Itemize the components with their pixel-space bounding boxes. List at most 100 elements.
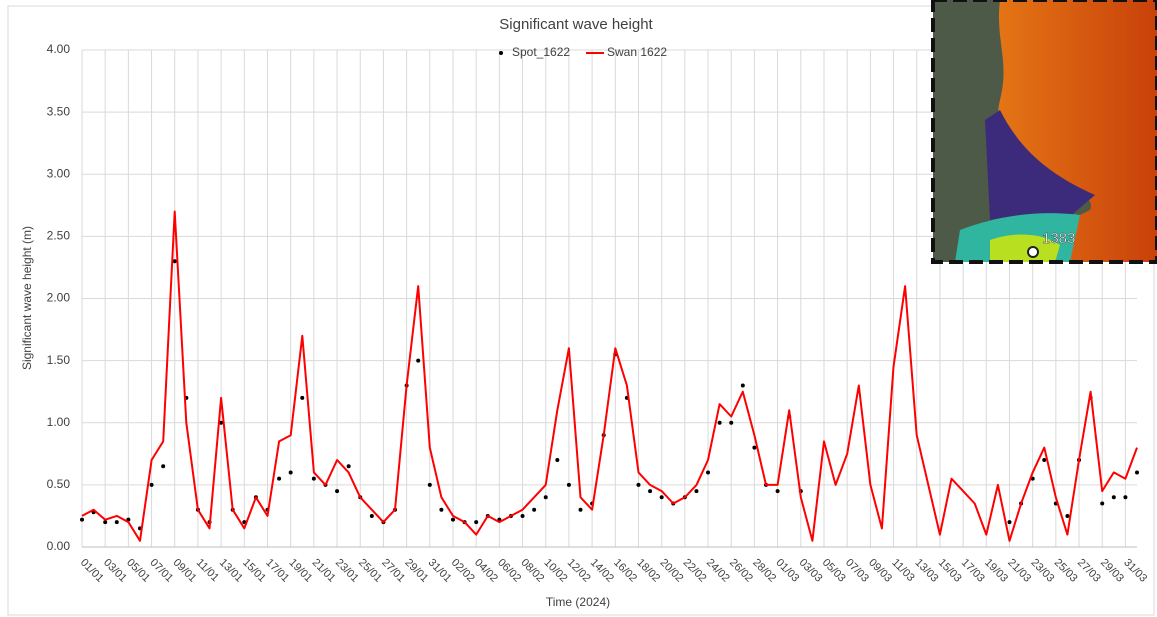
inset-marker [1028, 247, 1038, 257]
inset-map: 1383 [933, 0, 1157, 262]
spot-point [1007, 520, 1011, 524]
spot-point [150, 483, 154, 487]
x-tick-label: 07/01 [147, 557, 175, 585]
x-tick-label: 09/03 [866, 557, 894, 585]
x-tick-label: 21/03 [1005, 557, 1033, 585]
x-tick-label: 15/03 [936, 557, 964, 585]
y-tick-label: 4.00 [47, 42, 71, 56]
x-tick-label: 15/01 [240, 557, 268, 585]
spot-point [370, 514, 374, 518]
y-tick-label: 0.00 [47, 539, 71, 553]
y-tick-label: 1.50 [47, 353, 71, 367]
x-tick-label: 16/02 [611, 557, 639, 585]
spot-point [752, 446, 756, 450]
x-tick-label: 13/03 [913, 557, 941, 585]
x-tick-label: 29/01 [402, 557, 430, 585]
spot-point [567, 483, 571, 487]
spot-point [1112, 495, 1116, 499]
x-tick-label: 23/01 [333, 557, 361, 585]
spot-point [741, 383, 745, 387]
x-tick-label: 07/03 [843, 557, 871, 585]
spot-point [312, 477, 316, 481]
x-tick-label: 27/01 [379, 557, 407, 585]
x-tick-label: 10/02 [542, 557, 570, 585]
x-tick-label: 11/03 [889, 557, 916, 584]
x-tick-label: 01/03 [773, 557, 801, 585]
x-tick-label: 05/01 [124, 557, 152, 585]
spot-point [1042, 458, 1046, 462]
y-tick-label: 2.00 [47, 291, 71, 305]
x-tick-label: 12/02 [565, 557, 593, 585]
x-tick-label: 31/01 [426, 557, 454, 585]
x-tick-label: 25/03 [1052, 557, 1080, 585]
spot-point [335, 489, 339, 493]
x-tick-label: 31/03 [1121, 557, 1149, 585]
spot-point [161, 464, 165, 468]
spot-point [80, 518, 84, 522]
x-axis-title: Time (2024) [546, 595, 610, 609]
legend-marker [499, 51, 503, 55]
x-tick-label: 03/01 [101, 557, 129, 585]
spot-point [428, 483, 432, 487]
spot-point [660, 495, 664, 499]
x-tick-label: 02/02 [449, 557, 477, 585]
spot-point [1100, 502, 1104, 506]
x-tick-label: 24/02 [704, 557, 732, 585]
spot-point [532, 508, 536, 512]
x-tick-label: 23/03 [1028, 557, 1056, 585]
x-tick-label: 08/02 [518, 557, 546, 585]
x-tick-label: 17/03 [959, 557, 987, 585]
spot-point [416, 359, 420, 363]
legend-label: Swan 1622 [607, 45, 667, 59]
x-tick-label: 09/01 [171, 557, 199, 585]
y-axis-title: Significant wave height (m) [20, 226, 34, 370]
x-tick-label: 06/02 [495, 557, 523, 585]
spot-point [776, 489, 780, 493]
spot-point [1135, 470, 1139, 474]
x-tick-label: 19/03 [982, 557, 1010, 585]
x-tick-label: 14/02 [588, 557, 616, 585]
spot-point [636, 483, 640, 487]
spot-point [300, 396, 304, 400]
y-tick-label: 1.00 [47, 415, 71, 429]
spot-point [729, 421, 733, 425]
y-tick-label: 3.50 [47, 104, 71, 118]
spot-point [1123, 495, 1127, 499]
y-tick-label: 2.50 [47, 229, 71, 243]
spot-point [579, 508, 583, 512]
x-tick-label: 17/01 [263, 557, 291, 585]
x-tick-label: 04/02 [472, 557, 500, 585]
spot-point [694, 489, 698, 493]
spot-point [173, 259, 177, 263]
x-tick-label: 03/03 [797, 557, 825, 585]
x-tick-label: 01/01 [78, 557, 106, 585]
x-tick-label: 05/03 [820, 557, 848, 585]
legend: Spot_1622 Swan 1622 [499, 45, 667, 59]
spot-point [544, 495, 548, 499]
x-tick-label: 26/02 [727, 557, 755, 585]
x-tick-label: 21/01 [310, 557, 338, 585]
chart-title: Significant wave height [499, 16, 653, 33]
x-tick-label: 28/02 [750, 557, 778, 585]
x-tick-label: 29/03 [1098, 557, 1126, 585]
y-tick-label: 3.00 [47, 166, 71, 180]
spot-point [1065, 514, 1069, 518]
spot-point [347, 464, 351, 468]
x-tick-label: 27/03 [1075, 557, 1103, 585]
spot-point [648, 489, 652, 493]
x-tick-label: 20/02 [657, 557, 685, 585]
spot-point [277, 477, 281, 481]
spot-point [555, 458, 559, 462]
spot-point [115, 520, 119, 524]
x-tick-label: 11/01 [194, 557, 221, 584]
spot-point [706, 470, 710, 474]
spot-point [439, 508, 443, 512]
inset-label: 1383 [1042, 230, 1075, 247]
spot-point [289, 470, 293, 474]
legend-label: Spot_1622 [512, 45, 570, 59]
x-tick-label: 13/01 [217, 557, 245, 585]
spot-point [474, 520, 478, 524]
x-tick-label: 18/02 [634, 557, 662, 585]
spot-point [451, 518, 455, 522]
x-tick-label: 19/01 [287, 557, 315, 585]
